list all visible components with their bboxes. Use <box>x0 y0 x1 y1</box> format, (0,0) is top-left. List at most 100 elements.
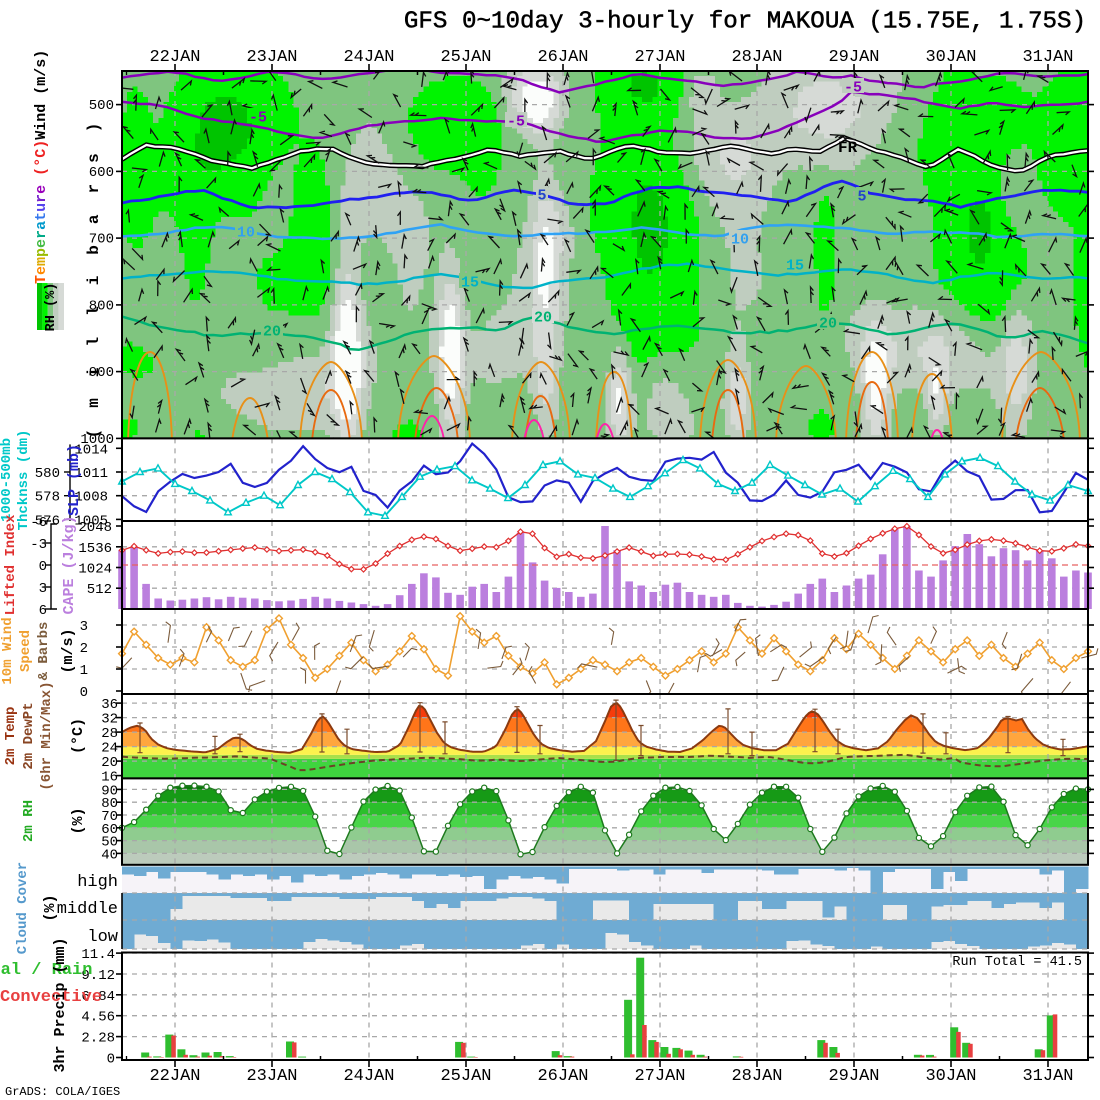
svg-text:high: high <box>77 873 118 892</box>
svg-text:10: 10 <box>731 232 749 249</box>
svg-text:28JAN: 28JAN <box>731 1067 782 1086</box>
svg-text:1008: 1008 <box>74 490 108 506</box>
svg-text:26JAN: 26JAN <box>537 1067 588 1086</box>
svg-text:1011: 1011 <box>74 466 108 482</box>
svg-text:70: 70 <box>101 809 118 825</box>
svg-text:24JAN: 24JAN <box>343 48 394 67</box>
svg-text:-5: -5 <box>249 110 267 127</box>
svg-text:0: 0 <box>80 685 88 701</box>
svg-text:2048: 2048 <box>78 520 112 536</box>
svg-text:1000: 1000 <box>80 432 114 448</box>
svg-text:15: 15 <box>786 258 804 275</box>
svg-text:(%): (%) <box>70 807 87 834</box>
svg-text:16: 16 <box>101 770 118 786</box>
svg-text:(%): (%) <box>42 894 59 921</box>
svg-text:20: 20 <box>819 316 837 333</box>
svg-text:3: 3 <box>39 581 47 597</box>
svg-text:Cloud Cover: Cloud Cover <box>15 862 31 954</box>
svg-text:30JAN: 30JAN <box>925 1067 976 1086</box>
svg-text:1000-500mb: 1000-500mb <box>0 438 15 522</box>
svg-text:22JAN: 22JAN <box>149 1067 200 1086</box>
svg-text:40: 40 <box>101 847 118 863</box>
svg-text:512: 512 <box>87 582 112 598</box>
svg-text:RH (%): RH (%) <box>44 283 59 332</box>
svg-text:2m RH: 2m RH <box>21 800 37 842</box>
svg-text:9.12: 9.12 <box>81 968 115 984</box>
svg-text:GFS 0~10day 3-hourly for MAKOU: GFS 0~10day 3-hourly for MAKOUA (15.75E,… <box>404 9 1086 36</box>
svg-text:31JAN: 31JAN <box>1022 48 1073 67</box>
svg-text:26JAN: 26JAN <box>537 48 588 67</box>
svg-text:SLP (mb): SLP (mb) <box>66 444 83 516</box>
svg-text:15: 15 <box>461 275 479 292</box>
svg-text:36: 36 <box>101 697 118 713</box>
svg-text:CAPE (J/kg): CAPE (J/kg) <box>61 515 78 614</box>
svg-text:27JAN: 27JAN <box>634 1067 685 1086</box>
svg-text:20: 20 <box>101 755 118 771</box>
svg-text:2.28: 2.28 <box>81 1031 115 1047</box>
svg-text:Total / Rain: Total / Rain <box>0 961 92 980</box>
svg-text:25JAN: 25JAN <box>440 48 491 67</box>
svg-text:1: 1 <box>80 663 88 679</box>
svg-text:4.56: 4.56 <box>81 1010 115 1026</box>
svg-text:10: 10 <box>237 225 255 242</box>
svg-text:1015: 1015 <box>1095 443 1098 445</box>
svg-text:28: 28 <box>101 726 118 742</box>
svg-text:500: 500 <box>89 98 114 114</box>
svg-text:32: 32 <box>101 712 118 728</box>
svg-text:90: 90 <box>101 783 118 799</box>
svg-text:700: 700 <box>89 232 114 248</box>
svg-text:GrADS: COLA/IGES: GrADS: COLA/IGES <box>5 1085 120 1099</box>
svg-text:1014: 1014 <box>74 442 108 458</box>
svg-text:2m Temp: 2m Temp <box>3 707 19 766</box>
svg-text:middle: middle <box>57 900 118 919</box>
svg-text:80: 80 <box>101 796 118 812</box>
svg-text:-5: -5 <box>507 114 525 131</box>
svg-text:(°C): (°C) <box>70 718 87 754</box>
svg-text:28JAN: 28JAN <box>731 48 782 67</box>
svg-text:2m DewPt: 2m DewPt <box>21 702 37 769</box>
svg-text:29JAN: 29JAN <box>828 1067 879 1086</box>
svg-text:FR: FR <box>838 139 858 157</box>
svg-text:-6: -6 <box>30 515 47 531</box>
svg-text:1005: 1005 <box>74 513 108 529</box>
svg-text:10m Wind: 10m Wind <box>0 617 16 684</box>
svg-text:900: 900 <box>89 365 114 381</box>
svg-text:Temperature (°C)Wind (m/s): Temperature (°C)Wind (m/s) <box>33 50 50 284</box>
svg-text:Lifted Index: Lifted Index <box>3 514 19 615</box>
svg-text:20: 20 <box>534 310 552 327</box>
svg-text:3hr Precip (mm): 3hr Precip (mm) <box>52 937 69 1072</box>
svg-text:3: 3 <box>80 619 88 635</box>
svg-text:20: 20 <box>263 324 281 341</box>
svg-text:0: 0 <box>39 559 47 575</box>
svg-text:600: 600 <box>89 165 114 181</box>
svg-text:22JAN: 22JAN <box>149 48 200 67</box>
svg-text:(m/s): (m/s) <box>60 628 77 673</box>
svg-text:6: 6 <box>39 603 47 619</box>
svg-text:50: 50 <box>101 835 118 851</box>
svg-text:25JAN: 25JAN <box>440 1067 491 1086</box>
svg-text:23JAN: 23JAN <box>246 48 297 67</box>
svg-text:29JAN: 29JAN <box>828 48 879 67</box>
svg-text:60: 60 <box>101 822 118 838</box>
svg-text:1024: 1024 <box>78 562 112 578</box>
svg-text:low: low <box>87 928 118 947</box>
svg-text:(millibars): (millibars) <box>85 102 103 439</box>
svg-text:23JAN: 23JAN <box>246 1067 297 1086</box>
svg-text:1536: 1536 <box>78 541 112 557</box>
svg-text:24JAN: 24JAN <box>343 1067 394 1086</box>
svg-text:& Barbs: & Barbs <box>36 622 52 681</box>
svg-text:(6hr Min/Max): (6hr Min/Max) <box>39 681 55 790</box>
svg-text:0: 0 <box>107 1052 115 1068</box>
svg-text:6.84: 6.84 <box>81 989 115 1005</box>
svg-text:30JAN: 30JAN <box>925 48 976 67</box>
svg-text:-5: -5 <box>844 80 862 97</box>
svg-text:5: 5 <box>537 188 546 205</box>
svg-text:578: 578 <box>35 490 60 506</box>
svg-text:580: 580 <box>35 466 60 482</box>
svg-text:27JAN: 27JAN <box>634 48 685 67</box>
svg-text:Speed: Speed <box>18 630 34 672</box>
svg-text:Thcknss (dm): Thcknss (dm) <box>16 430 32 531</box>
svg-text:2: 2 <box>80 641 88 657</box>
svg-text:5: 5 <box>857 189 866 206</box>
svg-text:-3: -3 <box>30 537 47 553</box>
